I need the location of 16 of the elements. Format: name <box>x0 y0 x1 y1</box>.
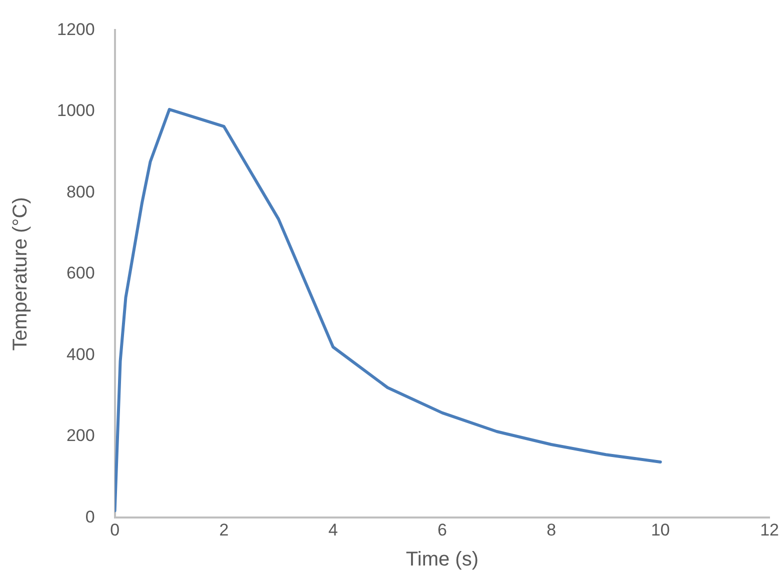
x-tick-label: 8 <box>546 520 556 540</box>
x-tick-label: 0 <box>110 520 120 540</box>
x-tick-label: 2 <box>219 520 229 540</box>
y-tick-label: 600 <box>66 264 95 283</box>
x-tick-label: 6 <box>437 520 447 540</box>
y-tick-label: 400 <box>66 344 95 364</box>
x-axis-title: Time (s) <box>406 548 478 571</box>
x-tick-label: 4 <box>328 520 338 540</box>
y-tick-label: 1200 <box>56 20 95 39</box>
x-tick-label: 12 <box>760 520 780 540</box>
y-tick-label: 1000 <box>56 101 95 120</box>
y-axis-title: Temperature (°C) <box>10 197 32 351</box>
y-tick-label: 200 <box>66 426 95 446</box>
y-tick-label: 0 <box>85 507 95 526</box>
y-tick-label: 800 <box>66 182 95 202</box>
x-tick-label: 10 <box>650 520 670 540</box>
